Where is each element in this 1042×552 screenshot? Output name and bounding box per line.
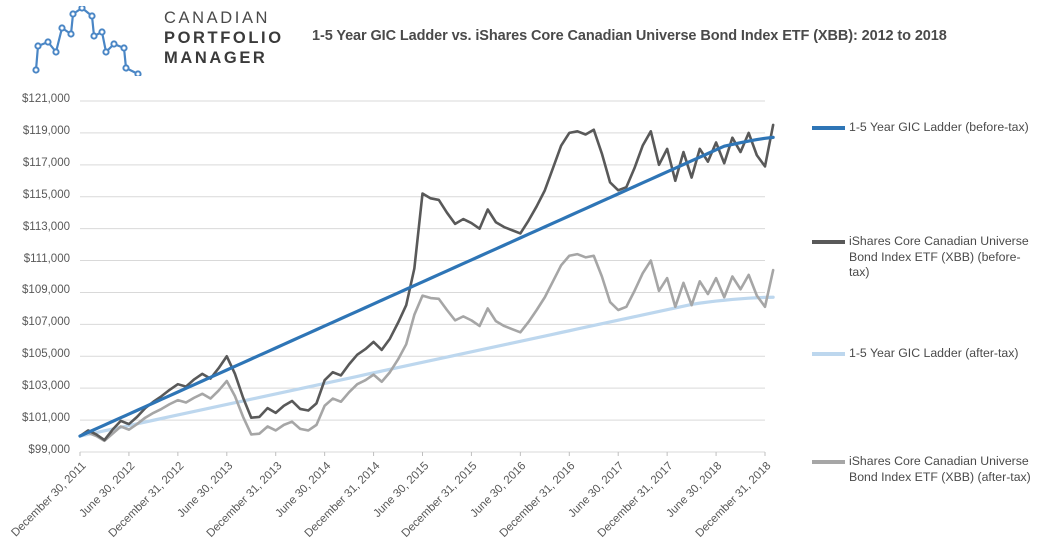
series-line bbox=[78, 295, 775, 438]
legend-label: iShares Core Canadian Universe Bond Inde… bbox=[849, 454, 1031, 484]
legend-color-swatch bbox=[812, 460, 845, 464]
y-axis-tick-label: $119,000 bbox=[22, 124, 70, 137]
y-axis-tick-label: $107,000 bbox=[22, 316, 70, 329]
brand-line-3: MANAGER bbox=[164, 49, 268, 67]
series-line bbox=[78, 252, 775, 443]
y-axis-tick-label: $115,000 bbox=[22, 188, 70, 201]
series-line bbox=[78, 123, 775, 442]
legend-item[interactable]: iShares Core Canadian Universe Bond Inde… bbox=[812, 454, 1038, 485]
brand-logo: CANADIAN PORTFOLIO MANAGER bbox=[18, 4, 298, 84]
legend-color-swatch bbox=[812, 240, 845, 244]
y-axis-tick-label: $111,000 bbox=[23, 252, 70, 265]
legend-color-swatch bbox=[812, 126, 845, 130]
brand-wordmark: CANADIAN PORTFOLIO MANAGER bbox=[164, 8, 304, 68]
legend-item[interactable]: 1-5 Year GIC Ladder (after-tax) bbox=[812, 346, 1038, 362]
y-axis-tick-label: $121,000 bbox=[22, 93, 70, 105]
chart-svg bbox=[78, 100, 775, 456]
y-axis-tick-label: $99,000 bbox=[28, 444, 70, 456]
y-axis-tick-label: $105,000 bbox=[22, 348, 70, 361]
maple-leaf-dot-chart-icon bbox=[26, 4, 148, 78]
legend-label: 1-5 Year GIC Ladder (before-tax) bbox=[849, 120, 1029, 134]
y-axis-tick-label: $117,000 bbox=[22, 156, 70, 169]
y-axis-tick-label: $113,000 bbox=[22, 220, 70, 233]
brand-line-1: CANADIAN bbox=[164, 9, 271, 27]
series-line bbox=[78, 135, 775, 438]
legend-item[interactable]: iShares Core Canadian Universe Bond Inde… bbox=[812, 234, 1038, 281]
legend-label: iShares Core Canadian Universe Bond Inde… bbox=[849, 234, 1029, 279]
y-axis-tick-label: $101,000 bbox=[22, 412, 70, 425]
legend-color-swatch bbox=[812, 352, 845, 356]
brand-line-2: PORTFOLIO bbox=[164, 29, 284, 47]
chart-title: 1-5 Year GIC Ladder vs. iShares Core Can… bbox=[312, 28, 947, 44]
legend-label: 1-5 Year GIC Ladder (after-tax) bbox=[849, 346, 1019, 360]
y-axis-tick-label: $109,000 bbox=[22, 284, 70, 297]
y-axis-tick-label: $103,000 bbox=[22, 380, 70, 393]
chart-plot-area: $99,000 $101,000 $103,000 $105,000 $107,000 $… bbox=[9, 93, 775, 540]
legend-item[interactable]: 1-5 Year GIC Ladder (before-tax) bbox=[812, 120, 1038, 136]
